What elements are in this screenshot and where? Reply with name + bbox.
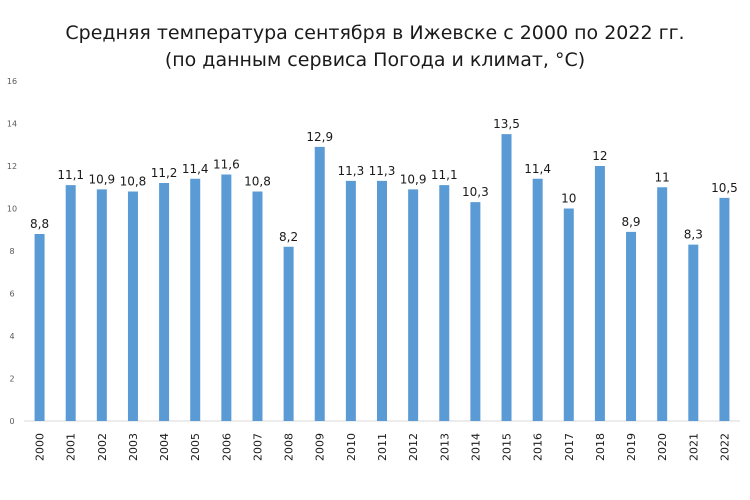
x-tick-label-2022: 2022 [718, 433, 731, 461]
bar-2008 [283, 246, 294, 421]
x-tick-label-2017: 2017 [563, 433, 576, 461]
x-tick-label-2015: 2015 [501, 433, 514, 461]
data-label-2011: 11,3 [369, 164, 396, 178]
y-tick-label: 4 [9, 332, 14, 341]
x-tick-label-2012: 2012 [407, 433, 420, 461]
bar-2002 [96, 189, 107, 421]
bar-2006 [221, 174, 232, 421]
data-label-2017: 10 [561, 192, 576, 206]
bar-2022 [719, 197, 730, 421]
x-tick-label-2007: 2007 [251, 433, 264, 461]
data-label-2005: 11,4 [182, 162, 209, 176]
bar-2021 [688, 244, 699, 421]
x-tick-label-2005: 2005 [189, 433, 202, 461]
bar-2000 [34, 234, 45, 421]
bar-2017 [563, 208, 574, 421]
y-tick-label: 12 [7, 162, 17, 171]
x-tick-label-2021: 2021 [687, 433, 700, 461]
x-tick-label-2014: 2014 [469, 433, 482, 461]
data-label-2007: 10,8 [244, 175, 271, 189]
bar-2007 [252, 191, 263, 421]
data-label-2014: 10,3 [462, 185, 489, 199]
x-tick-label-2000: 2000 [34, 433, 47, 461]
bar-2005 [190, 178, 201, 421]
y-tick-label: 16 [7, 77, 17, 86]
x-tick-label-2008: 2008 [283, 433, 296, 461]
bars-layer [34, 134, 730, 421]
y-tick-label: 8 [9, 247, 14, 256]
bar-2010 [345, 180, 356, 421]
bar-2012 [408, 189, 419, 421]
data-labels-layer: 8,8 11,1 10,9 10,8 11,2 11,4 11,6 10,8 8,2 12,9 11… [30, 117, 738, 244]
data-label-2003: 10,8 [120, 175, 147, 189]
x-tick-label-2010: 2010 [345, 433, 358, 461]
x-tick-label-2016: 2016 [532, 433, 545, 461]
data-label-2020: 11 [655, 170, 670, 184]
bar-2020 [657, 187, 668, 421]
x-tick-label-2006: 2006 [220, 433, 233, 461]
x-tick-label-2011: 2011 [376, 433, 389, 461]
x-tick-label-2003: 2003 [127, 433, 140, 461]
data-label-2019: 8,9 [621, 215, 640, 229]
bar-2001 [65, 185, 76, 421]
data-label-2018: 12 [592, 149, 607, 163]
data-label-2004: 11,2 [151, 166, 178, 180]
bar-2011 [377, 180, 387, 421]
y-tick-label: 2 [9, 375, 14, 384]
data-label-2021: 8,3 [684, 228, 703, 242]
data-label-2002: 10,9 [88, 172, 115, 186]
bar-2016 [532, 178, 543, 421]
data-label-2022: 10,5 [711, 181, 738, 195]
data-label-2000: 8,8 [30, 217, 49, 231]
data-label-2015: 13,5 [493, 117, 520, 131]
x-tick-label-2013: 2013 [438, 433, 451, 461]
data-label-2016: 11,4 [524, 162, 551, 176]
bar-2013 [439, 185, 450, 421]
bar-2003 [127, 191, 138, 421]
x-tick-label-2002: 2002 [96, 433, 109, 461]
bar-2004 [159, 183, 170, 421]
x-tick-label-2004: 2004 [158, 433, 171, 461]
bar-2015 [501, 134, 512, 421]
data-label-2013: 11,1 [431, 168, 458, 182]
y-tick-label: 0 [9, 417, 14, 426]
data-label-2006: 11,6 [213, 158, 240, 172]
x-tick-label-2020: 2020 [656, 433, 669, 461]
x-tick-label-2009: 2009 [314, 433, 327, 461]
data-label-2001: 11,1 [57, 168, 84, 182]
data-label-2010: 11,3 [338, 164, 365, 178]
x-tick-labels-layer: 2000 2001 2002 2003 2004 2005 2006 2007 2008 2009… [34, 433, 732, 461]
chart-subtitle: (по данным сервиса Погода и климат, °C) [164, 49, 586, 71]
x-tick-label-2019: 2019 [625, 433, 638, 461]
bar-2019 [626, 231, 637, 421]
bar-2009 [314, 146, 325, 421]
chart-title: Средняя температура сентября в Ижевске с… [65, 22, 685, 44]
y-tick-label: 6 [9, 290, 14, 299]
y-tick-label: 14 [7, 120, 17, 129]
x-tick-label-2001: 2001 [65, 433, 78, 461]
bar-2014 [470, 202, 481, 421]
data-label-2009: 12,9 [306, 130, 333, 144]
data-label-2012: 10,9 [400, 172, 427, 186]
y-tick-label: 10 [7, 205, 17, 214]
bar-2018 [594, 166, 605, 421]
x-tick-label-2018: 2018 [594, 433, 607, 461]
data-label-2008: 8,2 [279, 230, 298, 244]
